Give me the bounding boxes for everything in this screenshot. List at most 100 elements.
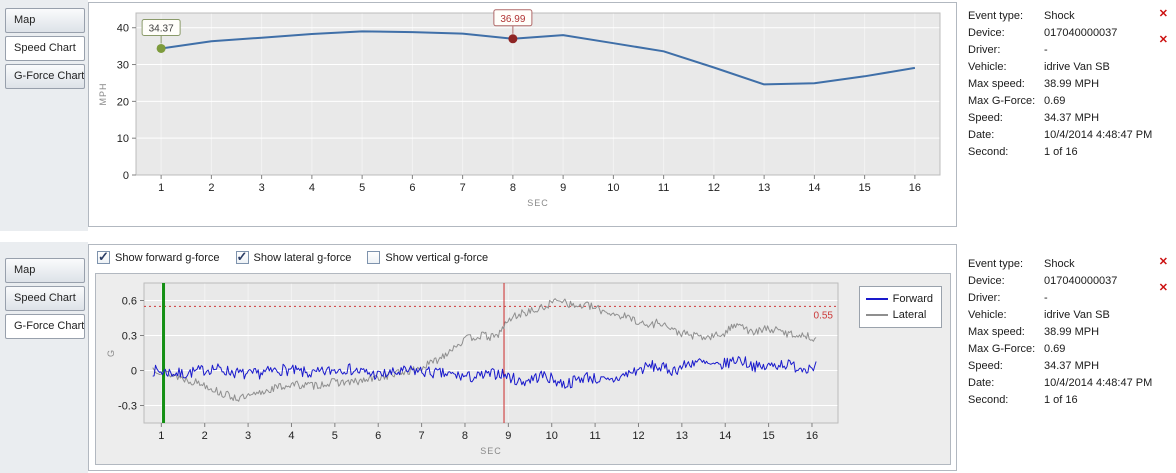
- svg-text:10: 10: [546, 430, 558, 442]
- svg-text:3: 3: [259, 182, 265, 194]
- legend-label: Forward: [892, 293, 933, 305]
- tab-speed-chart[interactable]: Speed Chart: [5, 36, 85, 61]
- detail-label: Event type:: [968, 258, 1024, 270]
- svg-text:-0.3: -0.3: [118, 401, 137, 413]
- svg-text:0.55: 0.55: [814, 310, 834, 321]
- detail-label: Max speed:: [968, 326, 1025, 338]
- svg-text:36.99: 36.99: [500, 14, 525, 25]
- svg-text:15: 15: [762, 430, 774, 442]
- toggle-vertical-gforce[interactable]: Show vertical g-force: [367, 251, 488, 264]
- gforce-chart-box: 0.55 1 2 3 4 5 6 7 8 9 10 11 12 13 14 15 16 -0.3 0 0.3 0.6 SE…: [95, 273, 951, 465]
- svg-text:0: 0: [131, 366, 137, 378]
- detail-row: Event type: Shock: [968, 256, 1170, 273]
- detail-label: Max G-Force:: [968, 343, 1036, 355]
- detail-value: 10/4/2014 4:48:47 PM: [1044, 129, 1153, 141]
- svg-text:14: 14: [719, 430, 731, 442]
- svg-text:34.37: 34.37: [149, 23, 174, 34]
- svg-text:1: 1: [158, 430, 164, 442]
- gforce-toggles: Show forward g-force Show lateral g-forc…: [97, 249, 488, 265]
- close-icon[interactable]: ✕: [1158, 282, 1168, 294]
- detail-row: Max G-Force: 0.69: [968, 93, 1170, 110]
- detail-value: -: [1044, 292, 1048, 304]
- svg-text:6: 6: [375, 430, 381, 442]
- close-icon[interactable]: ✕: [1158, 256, 1168, 268]
- close-icon[interactable]: ✕: [1158, 34, 1168, 46]
- detail-row: Max speed: 38.99 MPH: [968, 324, 1170, 341]
- tab-strip: Map Speed Chart G-Force Chart: [0, 0, 88, 231]
- tab-map[interactable]: Map: [5, 258, 85, 283]
- detail-label: Driver:: [968, 44, 1001, 56]
- detail-value: 0.69: [1044, 343, 1066, 355]
- speed-chart[interactable]: 1 2 3 4 5 6 7 8 9 10 11 12 13 14 15 16 0 10 20 30 40 SEC MPH 34…: [92, 7, 952, 224]
- detail-value: 34.37 MPH: [1044, 112, 1100, 124]
- tab-speed-chart[interactable]: Speed Chart: [5, 286, 85, 311]
- svg-text:4: 4: [309, 182, 315, 194]
- svg-text:9: 9: [560, 182, 566, 194]
- detail-value: idrive Van SB: [1044, 61, 1110, 73]
- detail-label: Max speed:: [968, 78, 1025, 90]
- detail-row: Vehicle: idrive Van SB: [968, 59, 1170, 76]
- svg-text:20: 20: [117, 96, 129, 108]
- detail-row: Date: 10/4/2014 4:48:47 PM: [968, 375, 1170, 392]
- gforce-chart[interactable]: 0.55 1 2 3 4 5 6 7 8 9 10 11 12 13 14 15 16 -0.3 0 0.3 0.6 SE…: [96, 275, 844, 466]
- detail-label: Vehicle:: [968, 309, 1007, 321]
- svg-text:0.6: 0.6: [122, 296, 137, 308]
- svg-text:11: 11: [658, 182, 669, 194]
- svg-text:MPH: MPH: [98, 83, 108, 106]
- svg-text:13: 13: [676, 430, 688, 442]
- lateral-line-swatch: [865, 314, 888, 316]
- svg-text:G: G: [106, 349, 116, 357]
- svg-text:11: 11: [589, 430, 600, 442]
- detail-value: 38.99 MPH: [1044, 78, 1100, 90]
- svg-text:16: 16: [806, 430, 818, 442]
- svg-text:12: 12: [632, 430, 644, 442]
- legend-item-lateral: Lateral: [865, 307, 933, 323]
- svg-text:4: 4: [288, 430, 294, 442]
- svg-text:10: 10: [607, 182, 619, 194]
- detail-row: Device: 017040000037: [968, 273, 1170, 290]
- svg-text:5: 5: [332, 430, 338, 442]
- svg-text:8: 8: [510, 182, 516, 194]
- svg-text:9: 9: [505, 430, 511, 442]
- svg-text:6: 6: [409, 182, 415, 194]
- toggle-label: Show vertical g-force: [385, 251, 489, 264]
- svg-text:5: 5: [359, 182, 365, 194]
- detail-row: Device: 017040000037: [968, 25, 1170, 42]
- detail-label: Date:: [968, 377, 995, 389]
- tab-gforce-chart[interactable]: G-Force Chart: [5, 64, 85, 89]
- svg-text:10: 10: [117, 133, 129, 145]
- close-icon[interactable]: ✕: [1158, 8, 1168, 20]
- detail-value: idrive Van SB: [1044, 309, 1110, 321]
- forward-line-swatch: [865, 298, 888, 300]
- tab-map[interactable]: Map: [5, 8, 85, 33]
- gforce-chart-panel: Map Speed Chart G-Force Chart Show forwa…: [0, 242, 1176, 473]
- svg-text:8: 8: [462, 430, 468, 442]
- toggle-label: Show lateral g-force: [253, 251, 352, 264]
- legend-item-forward: Forward: [865, 291, 933, 307]
- tab-strip: Map Speed Chart G-Force Chart: [0, 242, 88, 473]
- detail-label: Second:: [968, 394, 1009, 406]
- toggle-forward-gforce[interactable]: Show forward g-force: [97, 249, 220, 265]
- detail-label: Date:: [968, 129, 995, 141]
- detail-row: Event type: Shock: [968, 8, 1170, 25]
- detail-row: Date: 10/4/2014 4:48:47 PM: [968, 127, 1170, 144]
- detail-row: Vehicle: idrive Van SB: [968, 307, 1170, 324]
- svg-text:0: 0: [123, 170, 129, 182]
- detail-value: 1 of 16: [1044, 146, 1078, 158]
- detail-label: Max G-Force:: [968, 95, 1036, 107]
- detail-row: Second: 1 of 16: [968, 392, 1170, 409]
- detail-row: Max G-Force: 0.69: [968, 341, 1170, 358]
- svg-text:7: 7: [460, 182, 466, 194]
- svg-text:13: 13: [758, 182, 770, 194]
- event-details: Event type: Shock Device: 017040000037 Dri…: [968, 8, 1170, 161]
- checkbox-icon: [235, 249, 249, 265]
- toggle-lateral-gforce[interactable]: Show lateral g-force: [235, 249, 352, 265]
- svg-text:15: 15: [859, 182, 871, 194]
- tab-gforce-chart[interactable]: G-Force Chart: [5, 314, 85, 339]
- detail-value: -: [1044, 44, 1048, 56]
- svg-text:30: 30: [117, 60, 129, 72]
- detail-value: 34.37 MPH: [1044, 360, 1100, 372]
- detail-label: Event type:: [968, 10, 1024, 22]
- detail-value: Shock: [1044, 258, 1075, 270]
